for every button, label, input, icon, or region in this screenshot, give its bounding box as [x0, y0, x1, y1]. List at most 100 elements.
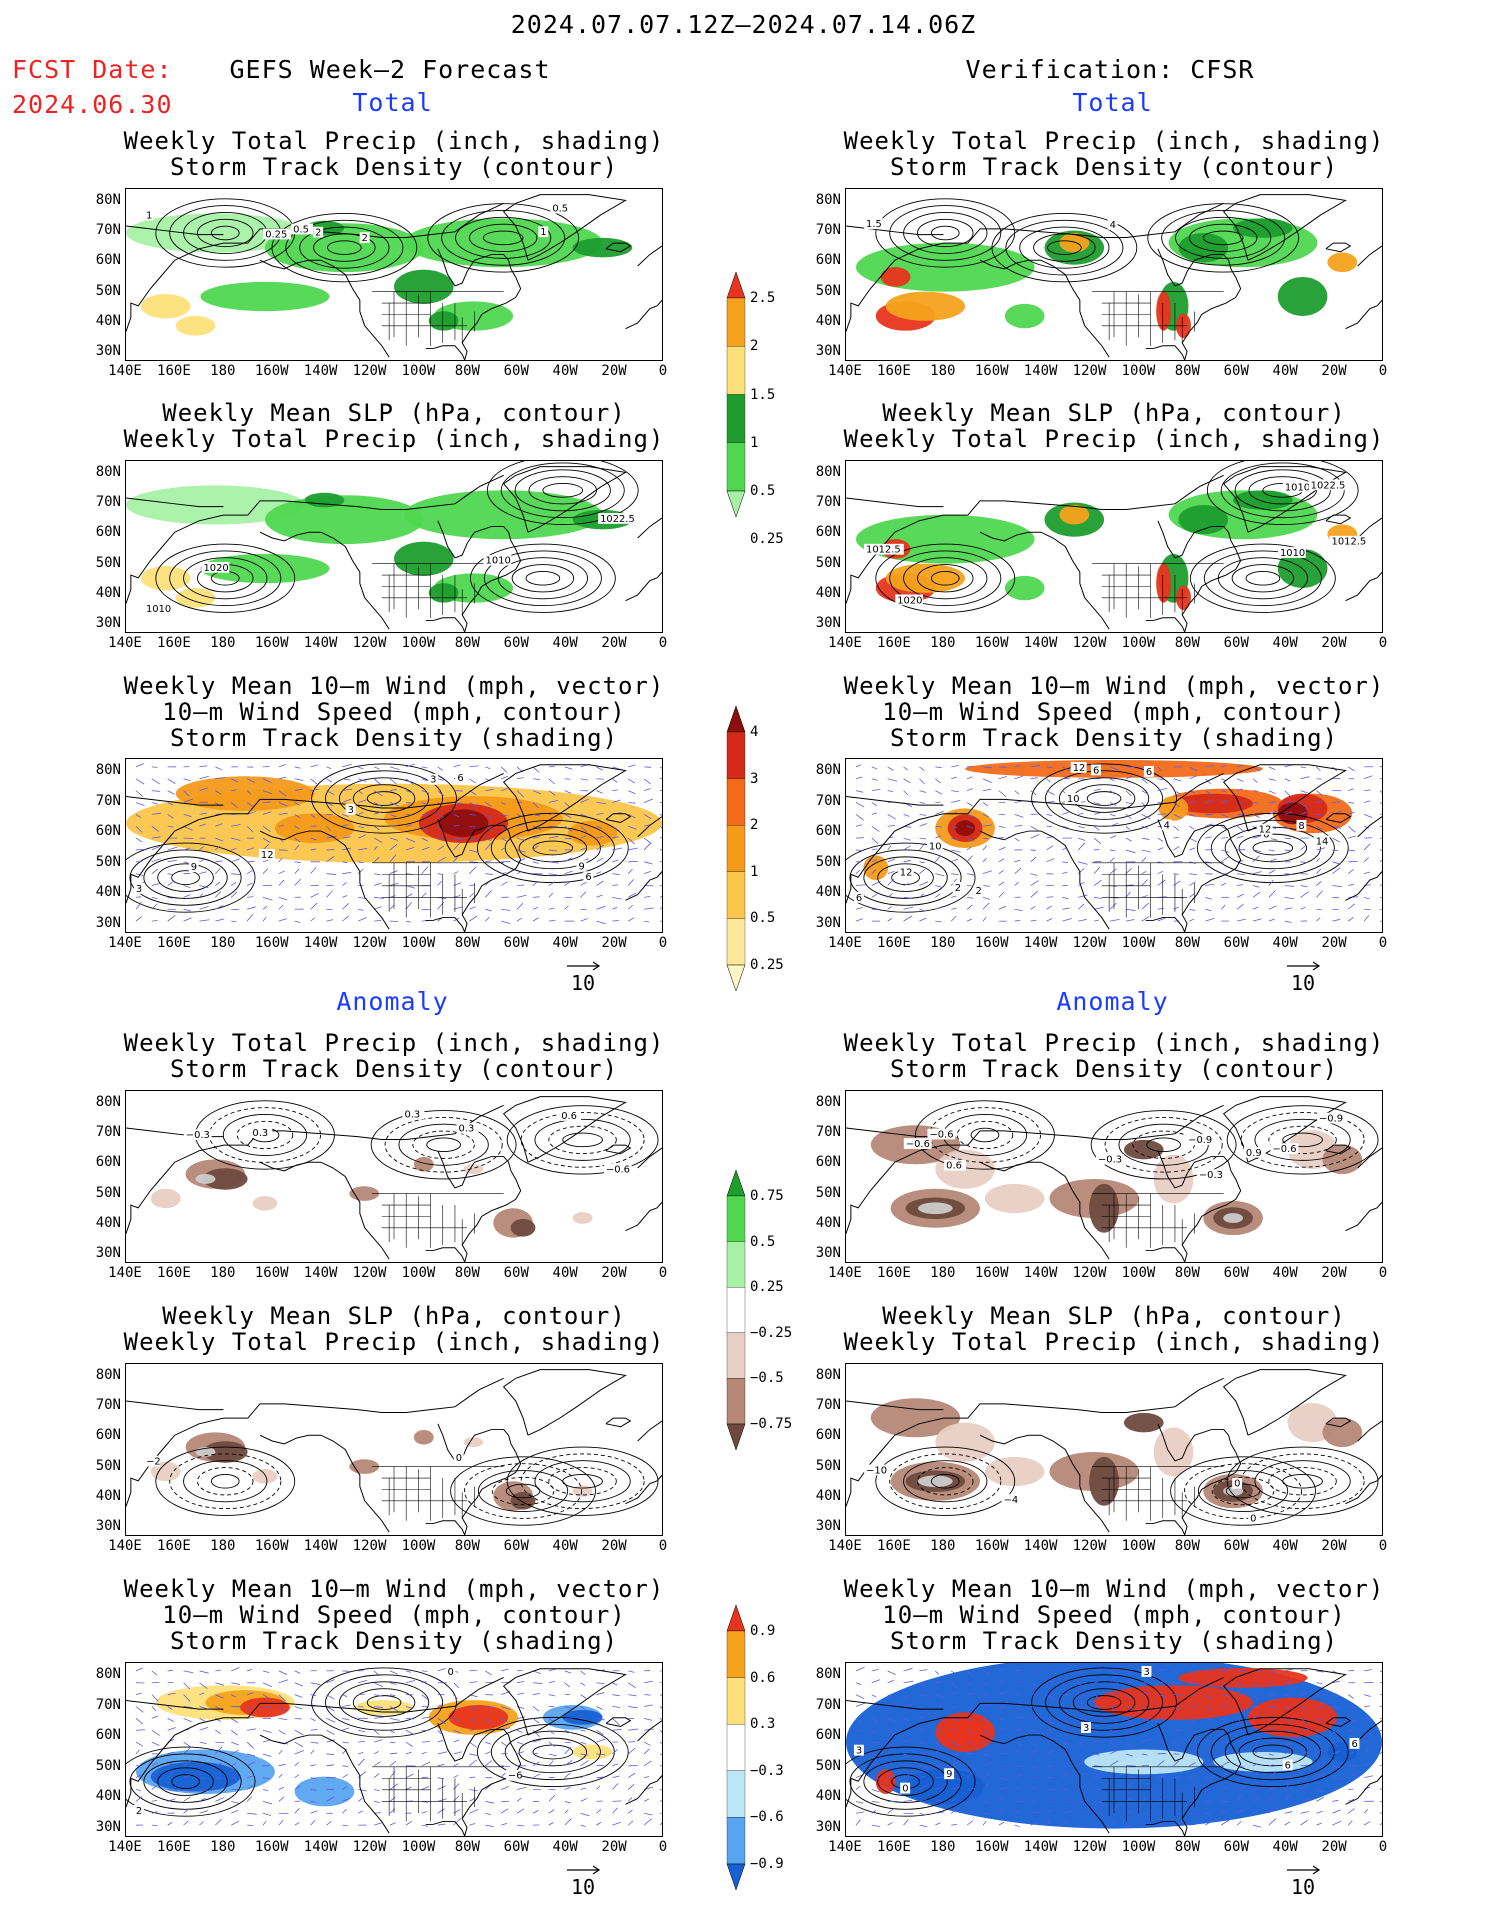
fc-anom-precip-coastline [126, 1144, 248, 1234]
fc-total-wind-wind-vector [294, 861, 301, 863]
vf-anom-wind-wind-vector [1300, 1728, 1310, 1731]
fc-anom-wind-wind-vector [612, 1763, 619, 1767]
vf-total-wind-wind-vector [1157, 837, 1164, 842]
vf-total-wind-wind-vector [967, 765, 973, 768]
fc-total-wind-wind-vector [183, 813, 192, 818]
fc-anom-wind-wind-vector [342, 1680, 350, 1684]
fc-anom-slp-lon-label: 180 [210, 1538, 236, 1554]
fc-anom-wind-wind-vector [437, 1751, 448, 1755]
vf-anom-wind-shade-region [1248, 1697, 1338, 1738]
fc-total-wind-wind-vector [501, 872, 507, 875]
fc-total-wind-wind-vector [485, 890, 492, 898]
fc-total-wind-wind-vector [596, 813, 604, 815]
fc-anom-wind-wind-vector [215, 1819, 222, 1826]
vf-anom-wind-wind-vector [982, 1682, 988, 1686]
vf-total-wind-wind-vector [1062, 861, 1068, 863]
fc-anom-wind-wind-vector [294, 1682, 303, 1687]
fc-total-precip-lat-label: 60N [95, 252, 121, 269]
fc-total-wind-wind-vector [389, 789, 397, 792]
vf-total-wind-wind-vector [1300, 802, 1309, 810]
fc-anom-wind-wind-vector [453, 1751, 462, 1755]
vf-anom-wind-lat-label: 50N [815, 1757, 841, 1774]
fc-total-wind-lon-label: 80W [454, 935, 480, 951]
fc-anom-wind-wind-vector [612, 1783, 619, 1790]
vf-total-slp-lat-label: 80N [815, 464, 841, 480]
vf-anom-wind-wind-vector [1125, 1782, 1133, 1790]
vf-total-slp-lon-label: 160W [974, 635, 1009, 651]
fc-total-wind-title-line: 10—m Wind Speed (mph, contour) [162, 698, 626, 726]
vf-total-precip-contour-label: 4 [1110, 220, 1116, 231]
vf-total-wind-wind-vector [1348, 884, 1354, 886]
fc-anom-wind-wind-vector [326, 1796, 335, 1802]
fc-anom-wind-wind-vector [485, 1812, 491, 1816]
vf-anom-wind-wind-vector [1125, 1706, 1135, 1711]
fc-total-precip-title-line: Weekly Total Precip (inch, shading) [123, 127, 665, 155]
fc-total-wind-wind-vector [215, 918, 225, 922]
fc-total-wind-coastline [425, 917, 466, 932]
fc-anom-wind-wind-vector [627, 1797, 633, 1802]
vf-anom-wind-wind-vector [998, 1797, 1005, 1802]
fc-total-wind-wind-vector [357, 868, 364, 874]
vf-total-wind-wind-vector [1364, 871, 1371, 875]
vf-total-wind-wind-vector [1189, 918, 1195, 922]
fc-total-slp-coastline [126, 497, 224, 508]
fc-total-wind-wind-vector [612, 859, 619, 863]
fc-anom-wind-wind-vector [215, 1694, 224, 1699]
vf-anom-wind-lon-label: 160E [877, 1839, 911, 1855]
right-section-total: Total [1072, 88, 1153, 117]
vf-anom-wind-wind-vector [1236, 1809, 1245, 1814]
vf-total-wind-wind-vector [966, 846, 972, 851]
vf-anom-wind-wind-vector [1189, 1718, 1195, 1723]
vf-anom-wind-wind-vector [1046, 1727, 1055, 1731]
vf-anom-wind-wind-vector [871, 1777, 880, 1780]
fc-anom-wind-wind-vector [421, 1761, 431, 1767]
fc-anom-wind-wind-vector [643, 1818, 652, 1826]
fc-anom-wind-contour [518, 1737, 588, 1767]
fc-total-wind-wind-vector [294, 878, 301, 886]
vf-anom-wind-wind-vector [1014, 1773, 1022, 1779]
vf-anom-wind-wind-vector [919, 1798, 927, 1802]
vf-anom-slp-lat-label: 40N [815, 1487, 841, 1504]
fc-anom-wind-wind-vector [437, 1785, 446, 1790]
vf-anom-wind-wind-vector [887, 1776, 894, 1779]
fc-total-wind-wind-vector [644, 896, 651, 898]
vf-total-wind-wind-vector [998, 858, 1005, 863]
vf-anom-wind-wind-vector [887, 1670, 896, 1676]
fc-total-wind-contour-label: 6 [457, 773, 463, 784]
fc-total-wind-wind-vector [628, 917, 635, 922]
fc-anom-wind-wind-vector [596, 1785, 601, 1790]
vf-anom-wind-wind-vector [1157, 1669, 1166, 1672]
fc-total-wind-wind-vector [612, 906, 618, 910]
vf-anom-wind-wind-vector [1078, 1811, 1086, 1814]
fc-anom-wind-shade-region [562, 1709, 603, 1725]
fc-anom-wind-wind-vector [199, 1706, 207, 1710]
fc-total-precip-lon-label: 140W [303, 363, 338, 379]
fc-total-slp-contour [497, 557, 589, 600]
colorbar-precip_total-tick: 1.5 [750, 386, 776, 403]
vf-anom-slp-shade-region [1089, 1456, 1119, 1506]
vf-total-precip-contour [889, 205, 1002, 261]
fc-anom-wind-wind-vector [612, 1706, 621, 1708]
vf-total-wind-wind-vector [1236, 903, 1244, 910]
fc-total-wind-wind-vector [628, 778, 635, 784]
fc-total-wind-wind-vector [358, 917, 367, 922]
fc-anom-precip-lon-label: 20W [601, 1265, 627, 1281]
vf-total-wind-wind-vector [1348, 811, 1355, 815]
vf-total-wind-wind-vector [1046, 896, 1054, 898]
vf-total-slp-contour [1203, 550, 1322, 607]
vf-total-wind-wind-vector [1284, 778, 1291, 782]
fc-anom-wind-wind-vector [199, 1821, 204, 1826]
vf-total-wind-wind-vector [1094, 919, 1100, 922]
vf-total-wind-wind-vector [1332, 867, 1341, 874]
fc-anom-wind-wind-vector [230, 1729, 238, 1736]
fc-anom-wind-wind-vector [231, 1682, 241, 1685]
fc-anom-wind-wind-vector [469, 1681, 478, 1684]
vf-anom-wind-wind-vector [1332, 1741, 1339, 1748]
vf-total-wind-wind-vector [966, 918, 973, 922]
fc-anom-wind-wind-vector [278, 1749, 283, 1755]
vf-anom-wind-wind-vector [966, 1729, 973, 1735]
colorbar-storm_total-tick: 4 [750, 724, 759, 740]
vf-anom-wind-wind-vector [951, 1761, 959, 1767]
vf-total-wind-wind-vector [1252, 885, 1260, 888]
fc-total-wind-wind-vector [564, 814, 572, 819]
